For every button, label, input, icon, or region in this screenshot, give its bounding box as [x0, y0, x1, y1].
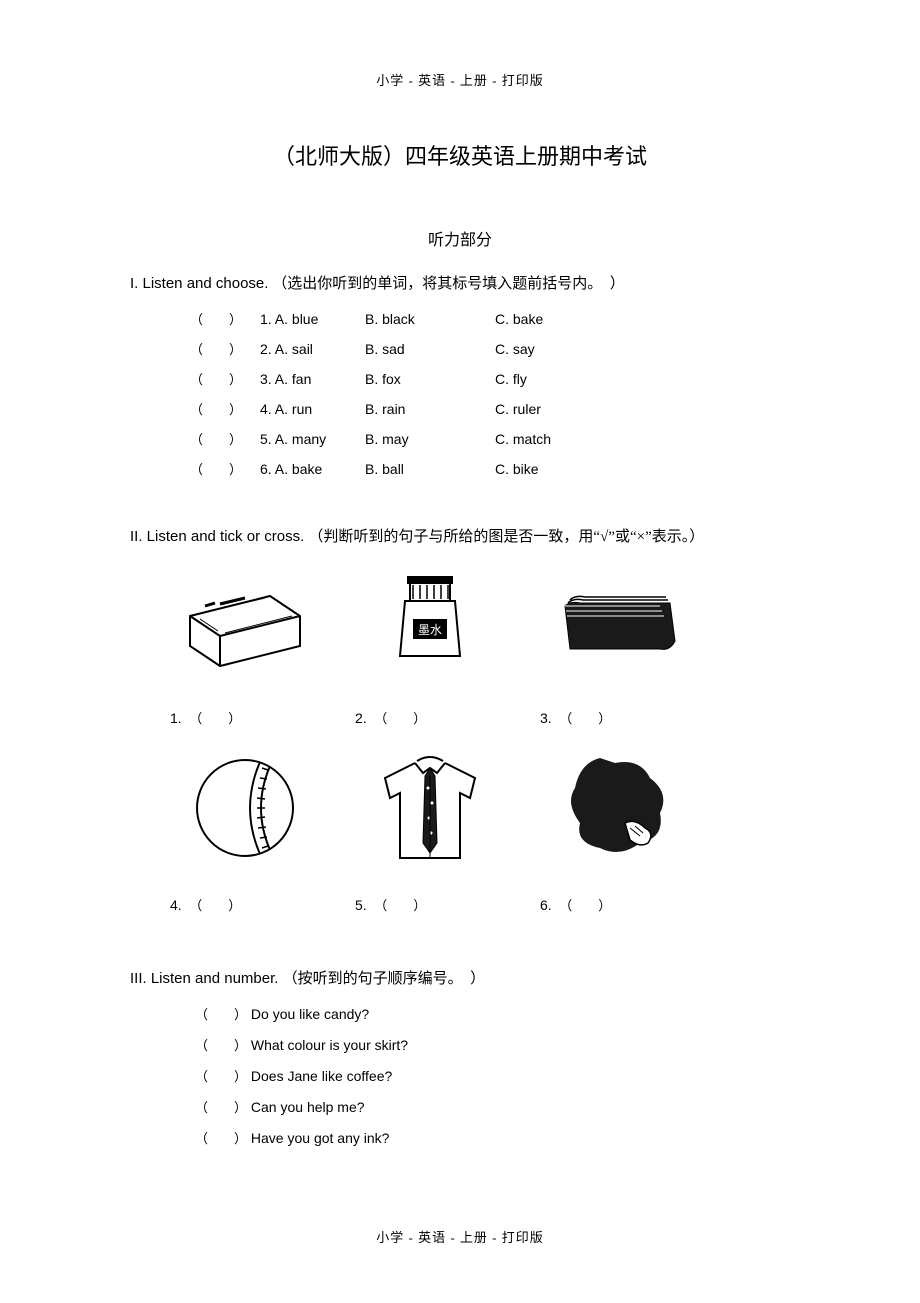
- bracket[interactable]: （ ）: [190, 429, 260, 448]
- blob-icon: [540, 748, 690, 868]
- choice-a: 2. A. sail: [260, 341, 365, 357]
- svg-text:墨水: 墨水: [418, 623, 442, 637]
- bracket[interactable]: （ ）: [195, 1069, 247, 1084]
- sentence: Does Jane like coffee?: [251, 1068, 392, 1084]
- image-cell: [170, 561, 320, 693]
- bracket[interactable]: （ ）: [190, 339, 260, 358]
- section3-heading-latin: III. Listen and number.: [130, 970, 283, 987]
- ink-icon: 墨水: [355, 561, 505, 681]
- label-num: 1.: [170, 710, 182, 726]
- section3-heading: III. Listen and number. （按听到的句子顺序编号。 ）: [130, 965, 790, 994]
- choice-a: 4. A. run: [260, 401, 365, 417]
- image-cell: [355, 748, 505, 880]
- bracket[interactable]: （ ）: [190, 399, 260, 418]
- section2-heading-latin: II. Listen and tick or cross.: [130, 528, 308, 545]
- bracket[interactable]: （ ）: [190, 369, 260, 388]
- choice-b: B. may: [365, 431, 495, 447]
- choice-a: 1. A. blue: [260, 311, 365, 327]
- shirt-icon: [355, 748, 505, 868]
- choice-b: B. black: [365, 311, 495, 327]
- sentence: Have you got any ink?: [251, 1130, 390, 1146]
- sentence: Can you help me?: [251, 1099, 365, 1115]
- choice-b: B. ball: [365, 461, 495, 477]
- choice-c: C. say: [495, 341, 535, 357]
- section1-table: （ ） 1. A. blue B. black C. bake （ ） 2. A…: [190, 309, 790, 478]
- bracket[interactable]: （ ）: [566, 898, 612, 913]
- choice-a: 3. A. fan: [260, 371, 365, 387]
- choice-c: C. match: [495, 431, 551, 447]
- list-item: （ ） Does Jane like coffee?: [195, 1066, 790, 1085]
- image-row: [170, 748, 790, 880]
- choice-c: C. bake: [495, 311, 543, 327]
- section2-grid: 墨水 1. （ ） 2. （ ） 3. （ ）: [170, 561, 790, 915]
- bracket[interactable]: （ ）: [195, 1100, 247, 1115]
- choice-c: C. bike: [495, 461, 539, 477]
- image-label: 3. （ ）: [540, 708, 690, 728]
- label-num: 2.: [355, 710, 367, 726]
- image-label: 6. （ ）: [540, 895, 690, 915]
- table-row: （ ） 5. A. many B. may C. match: [190, 429, 790, 448]
- table-row: （ ） 6. A. bake B. ball C. bike: [190, 459, 790, 478]
- section3-heading-cn: （按听到的句子顺序编号。 ）: [283, 971, 486, 987]
- bracket[interactable]: （ ）: [190, 459, 260, 478]
- choice-b: B. sad: [365, 341, 495, 357]
- label-num: 6.: [540, 897, 552, 913]
- sentence: What colour is your skirt?: [251, 1037, 408, 1053]
- page-footer: 小学 - 英语 - 上册 - 打印版: [130, 1227, 790, 1246]
- paper-icon: [540, 561, 690, 681]
- image-cell: [540, 748, 690, 880]
- image-row: 墨水: [170, 561, 790, 693]
- page-header: 小学 - 英语 - 上册 - 打印版: [130, 70, 790, 89]
- section1-heading-cn: （选出你听到的单词，将其标号填入题前括号内。 ）: [272, 276, 625, 292]
- image-label: 4. （ ）: [170, 895, 320, 915]
- bracket[interactable]: （ ）: [381, 711, 427, 726]
- image-cell: [540, 561, 690, 693]
- choice-c: C. fly: [495, 371, 527, 387]
- image-label-row: 1. （ ） 2. （ ） 3. （ ）: [170, 708, 790, 728]
- list-item: （ ） Can you help me?: [195, 1097, 790, 1116]
- ball-icon: [170, 748, 320, 868]
- bracket[interactable]: （ ）: [566, 711, 612, 726]
- choice-a: 6. A. bake: [260, 461, 365, 477]
- choice-c: C. ruler: [495, 401, 541, 417]
- image-label-row: 4. （ ） 5. （ ） 6. （ ）: [170, 895, 790, 915]
- label-num: 5.: [355, 897, 367, 913]
- label-num: 3.: [540, 710, 552, 726]
- bracket[interactable]: （ ）: [195, 1131, 247, 1146]
- section1-heading-latin: I. Listen and choose.: [130, 275, 268, 292]
- sentence: Do you like candy?: [251, 1006, 369, 1022]
- bracket[interactable]: （ ）: [190, 309, 260, 328]
- image-label: 2. （ ）: [355, 708, 505, 728]
- table-row: （ ） 1. A. blue B. black C. bake: [190, 309, 790, 328]
- bracket[interactable]: （ ）: [196, 898, 242, 913]
- book-icon: [170, 561, 320, 681]
- section1-heading: I. Listen and choose. （选出你听到的单词，将其标号填入题前…: [130, 270, 790, 299]
- label-num: 4.: [170, 897, 182, 913]
- image-label: 5. （ ）: [355, 895, 505, 915]
- choice-b: B. rain: [365, 401, 495, 417]
- table-row: （ ） 4. A. run B. rain C. ruler: [190, 399, 790, 418]
- image-cell: [170, 748, 320, 880]
- bracket[interactable]: （ ）: [381, 898, 427, 913]
- page-title: （北师大版）四年级英语上册期中考试: [130, 139, 790, 171]
- table-row: （ ） 3. A. fan B. fox C. fly: [190, 369, 790, 388]
- bracket[interactable]: （ ）: [195, 1038, 247, 1053]
- bracket[interactable]: （ ）: [195, 1007, 247, 1022]
- list-item: （ ） Do you like candy?: [195, 1004, 790, 1023]
- section2-heading: II. Listen and tick or cross. （判断听到的句子与所…: [130, 523, 790, 552]
- bracket[interactable]: （ ）: [196, 711, 242, 726]
- section3-list: （ ） Do you like candy? （ ） What colour i…: [195, 1004, 790, 1147]
- page-subtitle: 听力部分: [130, 226, 790, 250]
- image-cell: 墨水: [355, 561, 505, 693]
- table-row: （ ） 2. A. sail B. sad C. say: [190, 339, 790, 358]
- list-item: （ ） What colour is your skirt?: [195, 1035, 790, 1054]
- list-item: （ ） Have you got any ink?: [195, 1128, 790, 1147]
- choice-a: 5. A. many: [260, 431, 365, 447]
- image-label: 1. （ ）: [170, 708, 320, 728]
- section2-heading-cn: （判断听到的句子与所给的图是否一致，用“√”或“×”表示。）: [308, 529, 704, 545]
- choice-b: B. fox: [365, 371, 495, 387]
